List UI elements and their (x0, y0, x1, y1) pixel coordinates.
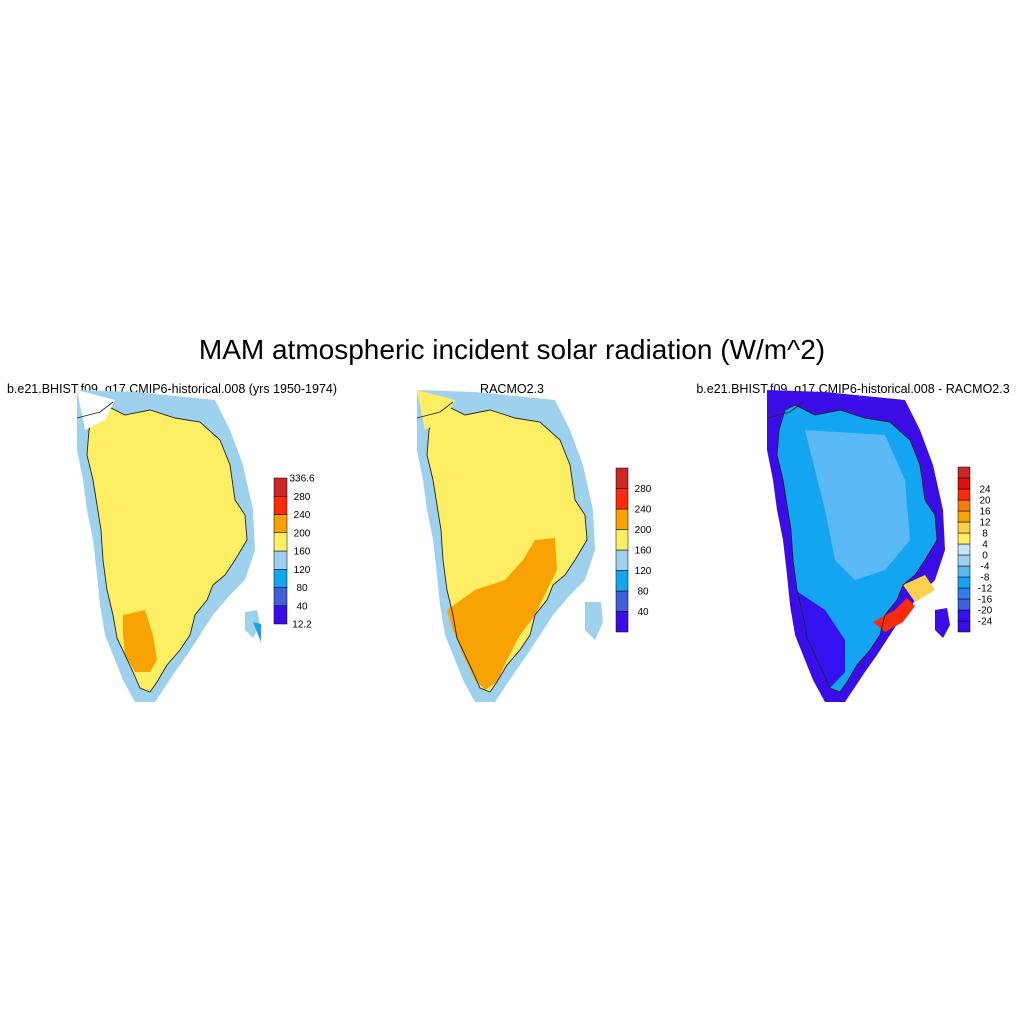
map-racmo (416, 390, 603, 702)
colorbar-swatch (273, 477, 288, 497)
colorbar-2: 40 80 120 160 200 240 280 (615, 467, 652, 633)
colorbar-swatch (273, 514, 288, 533)
map-difference (766, 390, 950, 702)
colorbar-swatch (957, 532, 971, 545)
colorbar-label: 120 (294, 565, 311, 576)
colorbar-swatch (615, 611, 629, 633)
colorbar-swatch (273, 532, 288, 552)
colorbar-swatch (273, 587, 288, 606)
colorbar-label: 12.2 (292, 620, 312, 631)
colorbar-swatch (615, 590, 629, 612)
colorbar-1: 12.2 40 80 120 160 200 240 280 336.6 (273, 474, 315, 631)
colorbar-label: 80 (296, 583, 308, 594)
colorbar-swatch (957, 565, 971, 578)
colorbar-label: 4 (982, 540, 988, 551)
colorbar-label: 12 (979, 518, 991, 529)
colorbar-label: -16 (978, 595, 993, 606)
colorbar-swatch (615, 549, 629, 571)
colorbar-swatch (957, 488, 971, 501)
colorbar-swatch (957, 587, 971, 600)
colorbar-swatch (615, 508, 629, 530)
colorbar-label: -12 (978, 584, 993, 595)
colorbar-label: 160 (294, 547, 311, 558)
colorbar-swatch (957, 576, 971, 589)
colorbar-swatch (615, 529, 629, 551)
colorbar-label: 40 (637, 607, 649, 618)
colorbar-swatch (615, 488, 629, 510)
colorbar-swatch (615, 467, 629, 489)
colorbar-swatch (957, 477, 971, 490)
colorbar-swatch (273, 569, 288, 588)
colorbar-label: -8 (981, 573, 990, 584)
colorbar-label: 20 (979, 496, 991, 507)
colorbar-swatch (957, 620, 971, 633)
colorbar-swatch (957, 543, 971, 556)
colorbar-swatch (957, 510, 971, 523)
colorbar-label: -20 (978, 606, 993, 617)
colorbar-label: -4 (981, 562, 990, 573)
colorbar-swatch (615, 570, 629, 592)
colorbar-label: -24 (978, 617, 993, 628)
colorbar-swatch (273, 496, 288, 515)
colorbar-swatch (957, 499, 971, 512)
colorbar-swatch (273, 550, 288, 570)
colorbar-label: 8 (982, 529, 988, 540)
colorbar-label: 280 (635, 484, 652, 495)
colorbar-label: 200 (294, 528, 311, 539)
colorbar-label: 240 (294, 510, 311, 521)
colorbar-label: 240 (635, 505, 652, 516)
colorbar-label: 280 (294, 492, 311, 503)
map-model (76, 390, 261, 702)
colorbar-swatch (957, 521, 971, 534)
colorbar-swatch (957, 554, 971, 567)
colorbar-label: 80 (637, 587, 649, 598)
colorbar-label: 16 (979, 507, 991, 518)
panel-title-racmo: RACMO2.3 (480, 382, 544, 396)
colorbar-label: 336.6 (289, 474, 314, 485)
figure-title: MAM atmospheric incident solar radiation… (198, 334, 826, 365)
colorbar-label: 120 (635, 566, 652, 577)
colorbar-label: 24 (979, 485, 991, 496)
colorbar-swatch (957, 609, 971, 622)
colorbar-swatch (957, 598, 971, 611)
colorbar-label: 200 (635, 525, 652, 536)
colorbar-swatch (957, 466, 971, 479)
colorbar-label: 0 (982, 551, 988, 562)
colorbar-label: 40 (296, 601, 308, 612)
colorbar-label: 160 (635, 546, 652, 557)
colorbar-swatch (273, 605, 288, 625)
